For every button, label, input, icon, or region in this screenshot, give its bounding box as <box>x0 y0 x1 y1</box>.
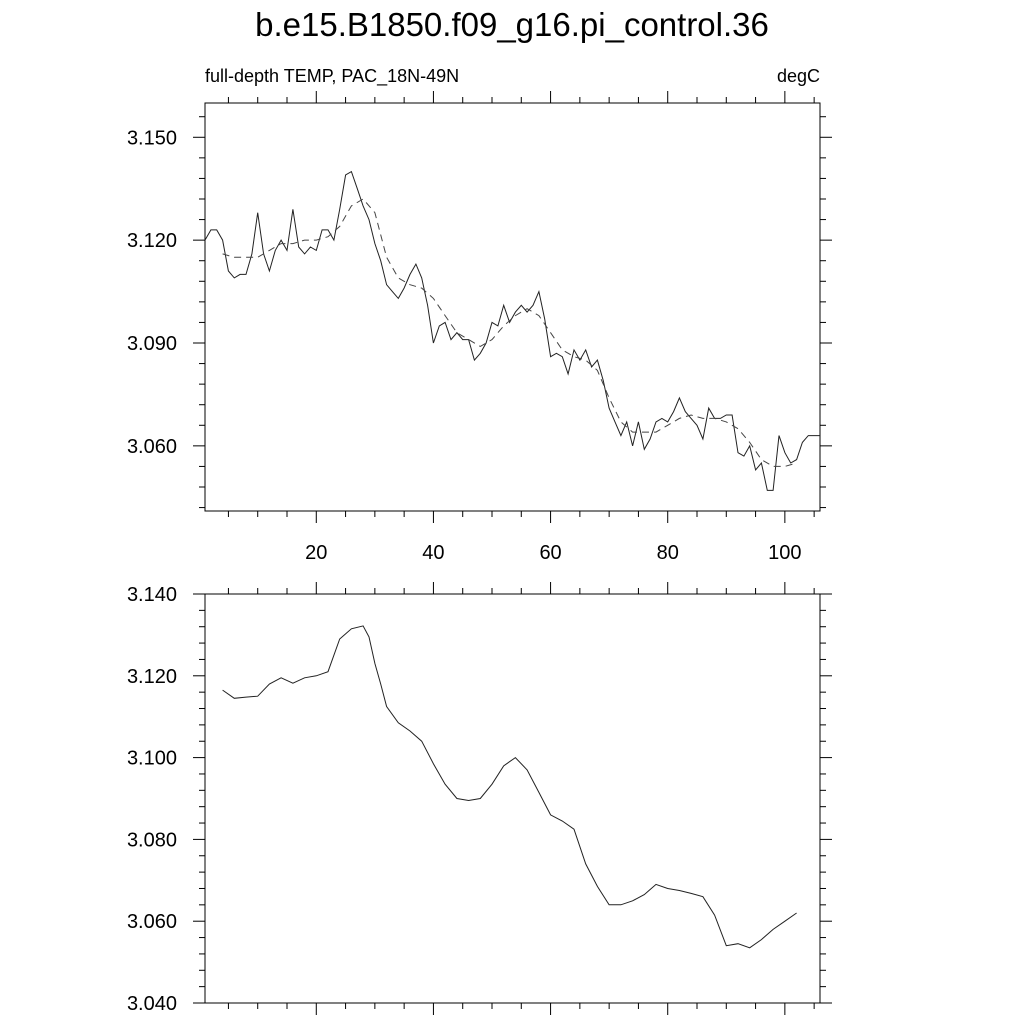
y-tick-label: 3.100 <box>127 748 177 770</box>
chart-title: b.e15.B1850.f09_g16.pi_control.36 <box>255 6 769 43</box>
y-tick-label: 3.140 <box>127 584 177 606</box>
top-series-solid-line <box>204 170 820 491</box>
x-tick-label: 20 <box>305 542 327 564</box>
y-tick-label: 3.060 <box>127 436 177 458</box>
y-tick-label: 3.120 <box>127 230 177 252</box>
x-tick-label: 100 <box>768 542 801 564</box>
y-tick-label: 3.080 <box>127 829 177 851</box>
y-tick-label: 3.120 <box>127 666 177 688</box>
subtitle-left: full-depth TEMP, PAC_18N-49N <box>205 66 459 87</box>
bottom-series-solid-line <box>222 625 797 949</box>
y-tick-label: 3.150 <box>127 127 177 149</box>
bottom-panel: 3.040 3.060 3.080 3.100 3.120 3.140 <box>127 582 832 1015</box>
x-tick-label: 80 <box>657 542 679 564</box>
y-tick-label: 3.060 <box>127 911 177 933</box>
bottom-plot-frame <box>204 593 821 1004</box>
x-tick-label: 60 <box>539 542 561 564</box>
top-series-dashed-line <box>222 198 797 467</box>
y-tick-label: 3.040 <box>127 993 177 1015</box>
x-tick-label: 40 <box>422 542 444 564</box>
y-tick-label: 3.090 <box>127 333 177 355</box>
subtitle-right: degC <box>777 66 820 86</box>
top-panel: 20 40 60 80 100 3.060 3.090 3.120 3.150 <box>127 91 832 564</box>
top-plot-frame <box>204 102 821 512</box>
